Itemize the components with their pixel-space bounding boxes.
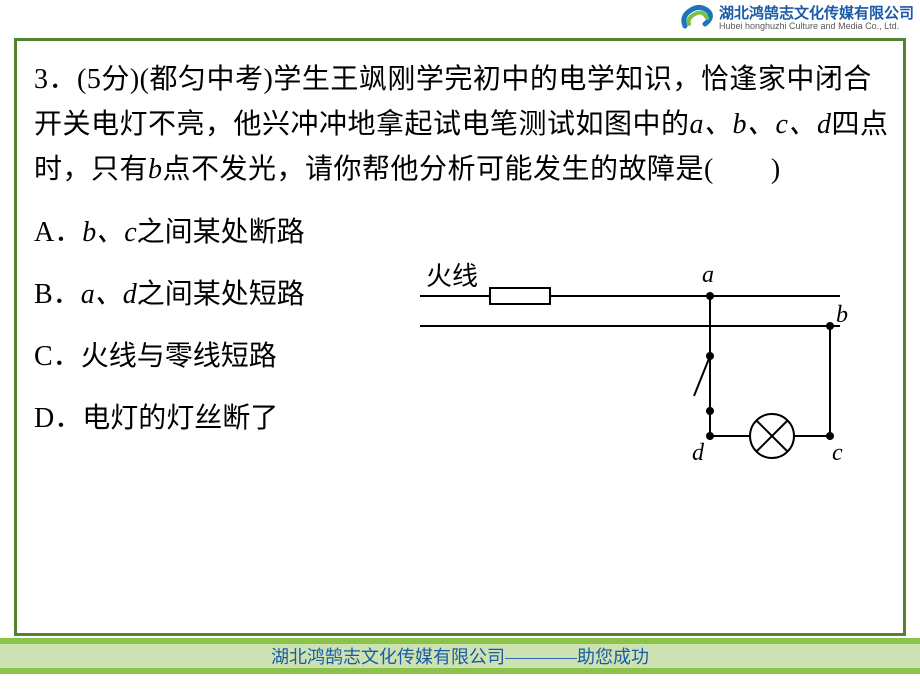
question-points: (5分): [77, 64, 140, 95]
option-d-text: 电灯的灯丝断了: [82, 403, 278, 434]
question-stem: 3．(5分)(都匀中考)学生王飒刚学完初中的电学知识，恰逢家中闭合开关电灯不亮，…: [34, 58, 892, 192]
question-number: 3: [34, 64, 49, 95]
option-b-prefix: B．: [34, 279, 81, 310]
circuit-svg: [420, 256, 860, 476]
company-name-en: Hubei honghuzhi Culture and Media Co., L…: [719, 22, 914, 32]
option-a: A．b、c之间某处断路: [34, 210, 892, 250]
company-name-cn: 湖北鸿鹄志文化传媒有限公司: [719, 6, 914, 23]
option-c-text: 火线与零线短路: [81, 341, 277, 372]
question-source: (都匀中考): [140, 64, 274, 95]
point-c: c: [832, 440, 843, 467]
option-d-prefix: D．: [34, 403, 82, 434]
stem-3: 点不发光，请你帮他分析可能发生的故障是( ): [163, 154, 781, 185]
var-b: b: [148, 154, 163, 185]
point-b: b: [836, 302, 848, 329]
point-a: a: [702, 262, 714, 289]
point-d: d: [692, 440, 704, 467]
option-a-text: 之间某处断路: [137, 217, 305, 248]
header-logo: 湖北鸿鹄志文化传媒有限公司 Hubei honghuzhi Culture an…: [679, 0, 920, 36]
vars-abcd: a、b、c、d: [690, 109, 832, 140]
option-b-vars: a、d: [81, 279, 137, 310]
circuit-diagram: 火线: [420, 256, 860, 476]
logo-icon: [679, 2, 713, 36]
option-a-vars: b、c: [82, 217, 136, 248]
option-b-text: 之间某处短路: [137, 279, 305, 310]
option-c-prefix: C．: [34, 341, 81, 372]
option-a-prefix: A．: [34, 217, 82, 248]
fire-wire-label: 火线: [426, 256, 478, 293]
footer-band: 湖北鸿鹄志文化传媒有限公司————助您成功: [0, 638, 920, 674]
footer-text: 湖北鸿鹄志文化传媒有限公司————助您成功: [271, 643, 649, 669]
